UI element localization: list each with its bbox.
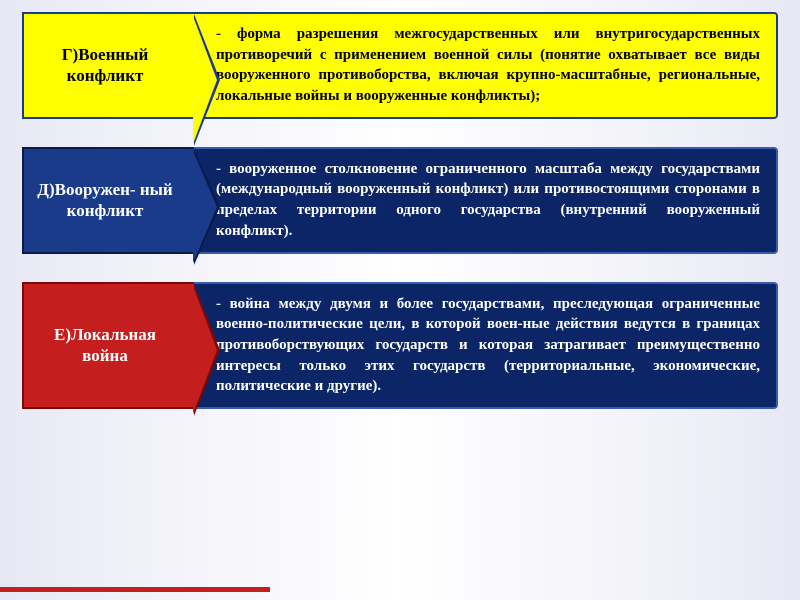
label-text: Д)Вооружен- ный конфликт <box>34 179 176 222</box>
row-military-conflict: Г)Военный конфликт - форма разрешения ме… <box>22 12 778 119</box>
label-arrow-military-conflict: Г)Военный конфликт <box>22 12 194 119</box>
row-armed-conflict: Д)Вооружен- ный конфликт - вооруженное с… <box>22 147 778 254</box>
footer-accent-bar <box>0 587 270 592</box>
label-text: Г)Военный конфликт <box>34 44 176 87</box>
row-local-war: Е)Локальная война - война между двумя и … <box>22 282 778 409</box>
label-arrow-local-war: Е)Локальная война <box>22 282 194 409</box>
description-local-war: - война между двумя и более государствам… <box>180 282 778 409</box>
description-military-conflict: - форма разрешения межгосударственных ил… <box>180 12 778 119</box>
label-text: Е)Локальная война <box>34 324 176 367</box>
description-armed-conflict: - вооруженное столкновение ограниченного… <box>180 147 778 254</box>
label-arrow-armed-conflict: Д)Вооружен- ный конфликт <box>22 147 194 254</box>
